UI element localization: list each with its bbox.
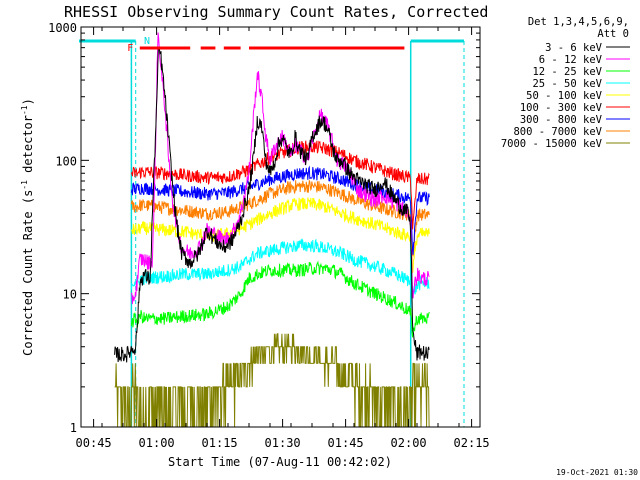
x-tick-label: 02:15 [454,436,490,450]
legend-label: 12 - 25 keV [532,66,602,78]
legend-label: 300 - 800 keV [520,114,603,126]
legend-label: 6 - 12 keV [539,54,603,66]
y-tick-label: 1000 [48,21,77,35]
y-axis-label-main: Corrected Count Rate (s [21,190,35,356]
legend-label: 7000 - 15000 keV [501,138,603,150]
x-tick-label: 01:45 [328,436,364,450]
y-tick-label: 1 [70,421,77,435]
series-line-2 [130,260,430,338]
legend-header-1: Det 1,3,4,5,6,9, [528,16,629,28]
flag-label-f: F [127,43,133,54]
legend-label: 3 - 6 keV [545,42,603,54]
chart-title: RHESSI Observing Summary Count Rates, Co… [64,3,488,21]
legend-label: 800 - 7000 keV [513,126,602,138]
flag-label-n: N [144,36,150,47]
y-axis-label-exp2: -1 [20,105,29,115]
night-markers [79,39,465,427]
y-axis-label: Corrected Count Rate (s-1 detector-1) [20,98,35,356]
series-line-4 [130,197,430,274]
x-axis-ticks: 00:45 01:00 01:15 01:30 01:45 02:00 02:15 [76,27,490,450]
legend-header-2: Att 0 [597,28,629,40]
y-axis-label-exp1: -1 [20,180,29,190]
plot-frame [80,26,481,428]
legend-label: 50 - 100 keV [526,90,603,102]
series-line-5 [130,139,430,230]
y-axis-label-end: ) [21,98,35,105]
x-tick-label: 01:30 [265,436,301,450]
series-line-0 [114,46,430,363]
x-tick-label: 00:45 [76,436,112,450]
x-tick-label: 01:15 [202,436,238,450]
legend-label: 25 - 50 keV [532,78,602,90]
timestamp: 19-Oct-2021 01:30 [556,468,638,477]
x-tick-label: 02:00 [391,436,427,450]
legend-label: 100 - 300 keV [520,102,603,114]
series-line-7 [130,179,430,257]
x-axis-label: Start Time (07-Aug-11 00:42:02) [168,455,392,469]
x-tick-label: 01:00 [139,436,175,450]
y-axis-ticks: 1 10 100 1000 [48,21,480,435]
observing-flags: FN [127,36,405,54]
series-line-3 [130,237,430,295]
y-tick-label: 100 [55,154,77,168]
y-tick-label: 10 [63,288,77,302]
y-axis-label-mid: detector [21,115,35,180]
